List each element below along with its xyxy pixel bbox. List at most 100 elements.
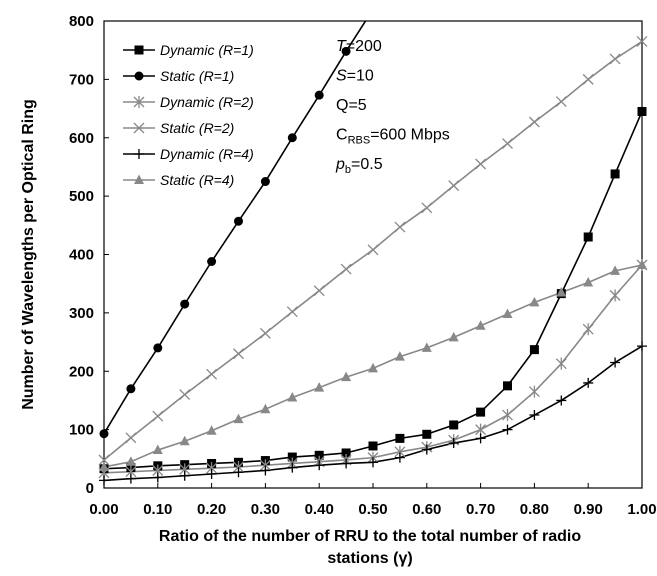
data-point-static-r-1 bbox=[126, 384, 136, 394]
x-tick-label: 0.80 bbox=[520, 501, 549, 518]
data-point-dynamic-r-1 bbox=[610, 169, 620, 179]
data-point-static-r-2 bbox=[609, 53, 621, 65]
y-tick-label: 400 bbox=[69, 247, 94, 264]
data-point-static-r-1 bbox=[287, 133, 297, 143]
x-tick-label: 0.90 bbox=[574, 501, 603, 518]
data-point-dynamic-r-1 bbox=[637, 106, 647, 116]
data-point-static-r-4 bbox=[179, 435, 190, 446]
legend-marker-icon bbox=[134, 149, 144, 159]
data-point-static-r-2 bbox=[259, 327, 271, 339]
data-point-static-r-2 bbox=[448, 180, 460, 192]
legend-item-dynamic-r-2: Dynamic (R=2) bbox=[123, 94, 254, 110]
data-point-dynamic-r-1 bbox=[395, 433, 405, 443]
data-point-static-r-4 bbox=[394, 351, 405, 361]
data-point-static-r-2 bbox=[555, 96, 567, 108]
data-point-static-r-4 bbox=[556, 286, 567, 297]
data-point-static-r-1 bbox=[234, 216, 243, 226]
data-point-dynamic-r-4 bbox=[99, 475, 109, 486]
data-point-static-r-2 bbox=[179, 389, 191, 401]
data-point-static-r-2 bbox=[475, 158, 487, 170]
x-tick-label: 0.50 bbox=[358, 501, 387, 518]
data-point-dynamic-r-4 bbox=[448, 438, 459, 449]
parameter-symbol: C bbox=[336, 127, 348, 144]
data-point-dynamic-r-2 bbox=[528, 385, 540, 398]
plot-frame bbox=[103, 20, 643, 489]
data-point-static-r-4 bbox=[314, 382, 325, 392]
data-point-dynamic-r-4 bbox=[206, 468, 217, 479]
data-point-dynamic-r-4 bbox=[502, 424, 513, 435]
legend-item-dynamic-r-1: Dynamic (R=1) bbox=[123, 42, 254, 58]
data-point-dynamic-r-4 bbox=[152, 472, 163, 483]
data-point-static-r-1 bbox=[153, 343, 163, 353]
data-point-dynamic-r-1 bbox=[287, 452, 297, 462]
data-point-dynamic-r-1 bbox=[314, 450, 324, 460]
data-point-dynamic-r-4 bbox=[583, 377, 594, 388]
data-point-dynamic-r-4 bbox=[314, 460, 325, 471]
data-point-static-r-2 bbox=[367, 244, 379, 256]
data-point-static-r-4 bbox=[206, 425, 217, 435]
legend-label: Dynamic (R=1) bbox=[160, 42, 254, 58]
data-point-static-r-4 bbox=[502, 308, 513, 319]
parameter-label: T=200 bbox=[336, 38, 382, 55]
data-point-static-r-1 bbox=[341, 46, 351, 56]
data-point-dynamic-r-4 bbox=[421, 444, 432, 455]
parameter-label: pb=0.5 bbox=[335, 156, 383, 176]
parameter-symbol: Q bbox=[336, 97, 348, 114]
data-point-dynamic-r-4 bbox=[394, 452, 405, 463]
legend-item-static-r-1: Static (R=1) bbox=[123, 68, 234, 84]
parameter-label: Q=5 bbox=[336, 97, 367, 114]
data-point-static-r-2 bbox=[98, 454, 110, 466]
x-tick-label: 0.00 bbox=[89, 501, 118, 518]
legend-item-static-r-4: Static (R=4) bbox=[123, 172, 234, 188]
data-point-dynamic-r-4 bbox=[475, 433, 486, 444]
data-point-static-r-4 bbox=[125, 456, 136, 466]
data-point-static-r-4 bbox=[368, 362, 378, 373]
parameter-label: CRBS=600 Mbps bbox=[336, 127, 450, 147]
y-tick-label: 200 bbox=[69, 363, 94, 380]
parameter-symbol: p bbox=[335, 156, 345, 173]
data-point-dynamic-r-2 bbox=[502, 409, 513, 422]
data-point-static-r-2 bbox=[125, 432, 137, 444]
data-point-static-r-4 bbox=[287, 392, 298, 402]
data-point-static-r-4 bbox=[421, 342, 432, 352]
x-tick-label: 0.60 bbox=[412, 501, 441, 518]
x-axis-title: stations (γ) bbox=[327, 550, 412, 567]
legend-label: Static (R=4) bbox=[160, 172, 234, 188]
parameter-value: =10 bbox=[347, 68, 374, 85]
legend-item-static-r-2: Static (R=2) bbox=[123, 120, 234, 136]
data-point-dynamic-r-1 bbox=[529, 345, 539, 355]
data-point-dynamic-r-4 bbox=[179, 470, 190, 481]
data-point-static-r-4 bbox=[583, 277, 594, 287]
data-point-static-r-2 bbox=[286, 306, 298, 318]
parameter-value: =0.5 bbox=[351, 156, 383, 173]
data-point-dynamic-r-4 bbox=[287, 462, 298, 473]
x-tick-label: 1.00 bbox=[627, 501, 656, 518]
data-point-static-r-1 bbox=[99, 429, 109, 439]
legend-marker-icon bbox=[133, 96, 145, 108]
data-point-static-r-4 bbox=[99, 461, 109, 471]
data-point-static-r-2 bbox=[528, 116, 540, 128]
data-point-static-r-4 bbox=[260, 403, 271, 414]
data-point-static-r-2 bbox=[313, 285, 325, 297]
data-point-static-r-2 bbox=[582, 73, 594, 85]
y-tick-label: 800 bbox=[69, 13, 94, 30]
data-point-dynamic-r-4 bbox=[260, 465, 271, 476]
legend-marker-icon bbox=[134, 45, 144, 55]
data-point-dynamic-r-2 bbox=[582, 323, 594, 336]
data-point-static-r-1 bbox=[260, 177, 270, 187]
x-tick-label: 0.70 bbox=[466, 501, 495, 518]
data-point-dynamic-r-2 bbox=[555, 357, 567, 370]
data-point-static-r-1 bbox=[314, 90, 324, 100]
data-point-static-r-4 bbox=[233, 413, 244, 424]
parameter-value: =600 Mbps bbox=[370, 127, 450, 144]
x-tick-label: 0.30 bbox=[251, 501, 280, 518]
data-point-static-r-4 bbox=[448, 331, 459, 342]
data-point-dynamic-r-4 bbox=[610, 357, 621, 368]
data-point-static-r-4 bbox=[529, 296, 540, 307]
data-point-static-r-2 bbox=[152, 410, 164, 422]
parameter-symbol: S bbox=[336, 68, 347, 85]
parameter-value: =5 bbox=[348, 97, 366, 114]
y-tick-label: 500 bbox=[69, 188, 94, 205]
data-point-dynamic-r-1 bbox=[449, 420, 459, 430]
